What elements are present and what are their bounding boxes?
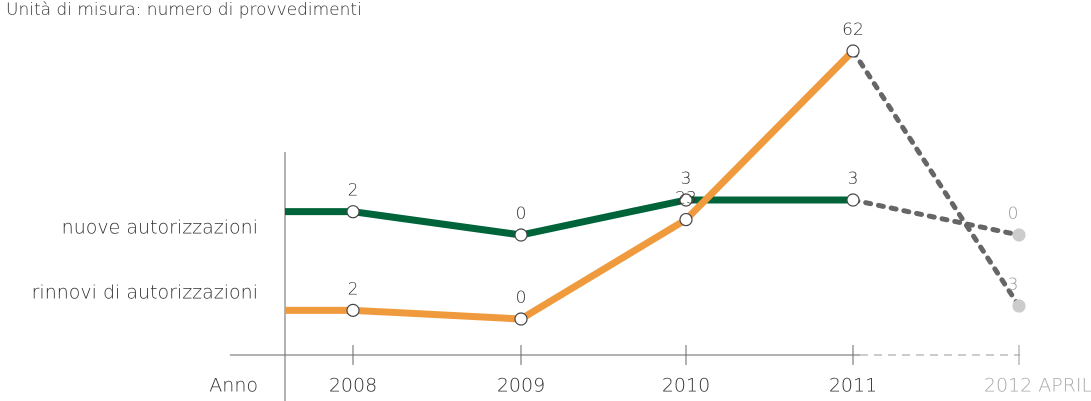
data-label: 0 [1008,204,1019,224]
point [1012,228,1026,242]
data-label: 2 [348,279,359,299]
point [679,193,693,207]
data-label: 3 [848,169,859,189]
x-tick-label: 2008 [329,375,377,397]
point [846,193,860,207]
series-line [352,48,856,323]
series-line-partial [850,197,1022,238]
data-label: 62 [842,20,864,40]
data-label: 0 [516,288,527,308]
subtitle: Unità di misura: numero di provvedimenti [6,0,362,20]
x-axis-label: Anno [209,375,258,397]
point [346,205,360,219]
point [514,312,528,326]
data-label: 3 [681,169,692,189]
point [514,228,528,242]
x-tick-label: 2010 [662,375,710,397]
legend-label: nuove autorizzazioni [62,217,258,239]
series-line-partial [850,48,1022,309]
legend-label: rinnovi di autorizzazioni [32,282,258,304]
point [679,212,693,227]
data-label: 3 [1008,275,1019,295]
x-tick-label: 2012 APRILE [984,375,1091,397]
series-line [352,196,853,239]
x-tick-label: 2011 [829,375,877,397]
point [846,44,860,58]
data-label: 2 [348,181,359,201]
data-label: 0 [516,204,527,224]
data-label: 23 [675,189,697,209]
point [346,303,360,317]
x-tick-label: 2009 [497,375,545,397]
point [1012,299,1026,313]
